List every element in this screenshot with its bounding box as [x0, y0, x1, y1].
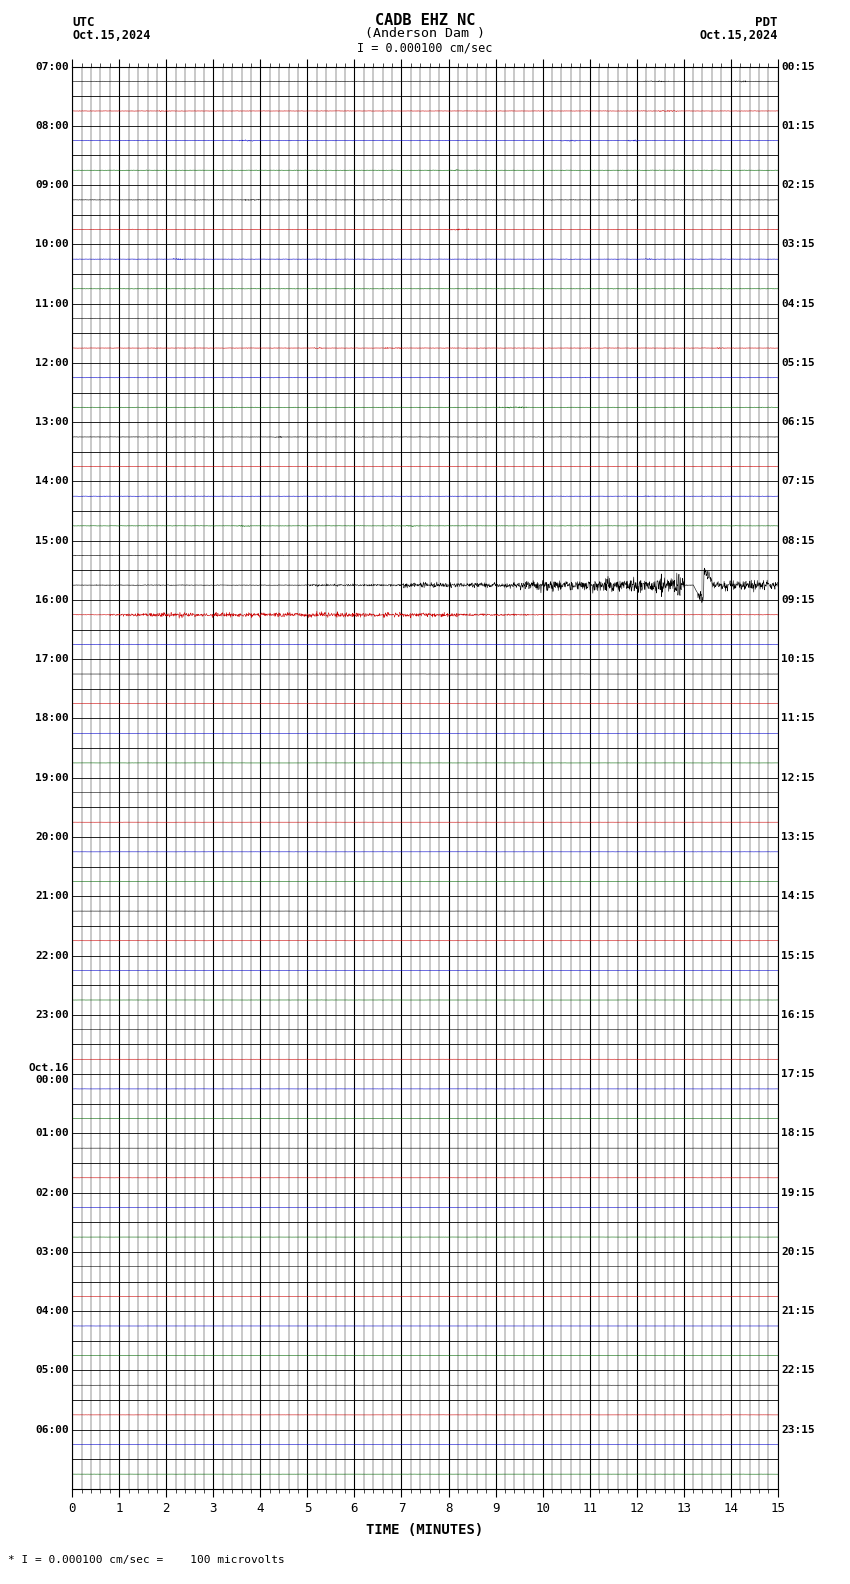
Text: 03:15: 03:15: [781, 239, 815, 249]
Text: Oct.16
00:00: Oct.16 00:00: [28, 1063, 69, 1085]
Text: 18:00: 18:00: [35, 713, 69, 724]
Text: I = 0.000100 cm/sec: I = 0.000100 cm/sec: [357, 41, 493, 54]
Text: CADB EHZ NC: CADB EHZ NC: [375, 13, 475, 27]
Text: 05:00: 05:00: [35, 1365, 69, 1375]
Text: 15:00: 15:00: [35, 535, 69, 545]
Text: 16:15: 16:15: [781, 1011, 815, 1020]
Text: * I = 0.000100 cm/sec =    100 microvolts: * I = 0.000100 cm/sec = 100 microvolts: [8, 1555, 286, 1565]
Text: 11:15: 11:15: [781, 713, 815, 724]
Text: 08:15: 08:15: [781, 535, 815, 545]
Text: 23:15: 23:15: [781, 1424, 815, 1435]
Text: 19:15: 19:15: [781, 1188, 815, 1198]
Text: 05:15: 05:15: [781, 358, 815, 367]
Text: 17:00: 17:00: [35, 654, 69, 664]
Text: 19:00: 19:00: [35, 773, 69, 782]
Text: 13:00: 13:00: [35, 417, 69, 428]
Text: 08:00: 08:00: [35, 120, 69, 131]
Text: Oct.15,2024: Oct.15,2024: [700, 29, 778, 41]
Text: 09:00: 09:00: [35, 181, 69, 190]
Text: 21:00: 21:00: [35, 892, 69, 901]
Text: 18:15: 18:15: [781, 1128, 815, 1139]
Text: 10:15: 10:15: [781, 654, 815, 664]
Text: 17:15: 17:15: [781, 1069, 815, 1079]
Text: 22:00: 22:00: [35, 950, 69, 960]
Text: 03:00: 03:00: [35, 1247, 69, 1256]
Text: Oct.15,2024: Oct.15,2024: [72, 29, 150, 41]
Text: 12:00: 12:00: [35, 358, 69, 367]
Text: 21:15: 21:15: [781, 1307, 815, 1316]
Text: 01:00: 01:00: [35, 1128, 69, 1139]
Text: (Anderson Dam ): (Anderson Dam ): [365, 27, 485, 40]
Text: PDT: PDT: [756, 16, 778, 29]
Text: 10:00: 10:00: [35, 239, 69, 249]
Text: 20:15: 20:15: [781, 1247, 815, 1256]
Text: 02:15: 02:15: [781, 181, 815, 190]
Text: 15:15: 15:15: [781, 950, 815, 960]
Text: 09:15: 09:15: [781, 596, 815, 605]
Text: 00:15: 00:15: [781, 62, 815, 71]
Text: 11:00: 11:00: [35, 299, 69, 309]
Text: 04:15: 04:15: [781, 299, 815, 309]
Text: 23:00: 23:00: [35, 1011, 69, 1020]
Text: 22:15: 22:15: [781, 1365, 815, 1375]
Text: 13:15: 13:15: [781, 832, 815, 843]
Text: 07:00: 07:00: [35, 62, 69, 71]
Text: 14:15: 14:15: [781, 892, 815, 901]
Text: 06:15: 06:15: [781, 417, 815, 428]
Text: 20:00: 20:00: [35, 832, 69, 843]
Text: 01:15: 01:15: [781, 120, 815, 131]
Text: 07:15: 07:15: [781, 477, 815, 486]
Text: 12:15: 12:15: [781, 773, 815, 782]
Text: 16:00: 16:00: [35, 596, 69, 605]
Text: 06:00: 06:00: [35, 1424, 69, 1435]
X-axis label: TIME (MINUTES): TIME (MINUTES): [366, 1524, 484, 1538]
Text: UTC: UTC: [72, 16, 94, 29]
Text: 04:00: 04:00: [35, 1307, 69, 1316]
Text: 02:00: 02:00: [35, 1188, 69, 1198]
Text: 14:00: 14:00: [35, 477, 69, 486]
